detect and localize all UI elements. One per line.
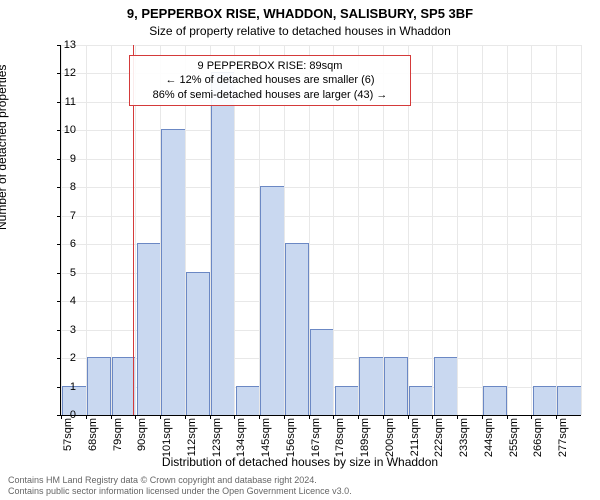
y-axis-label: Number of detached properties <box>0 65 9 230</box>
ytick-label: 10 <box>46 124 76 136</box>
gridline-v <box>457 45 458 415</box>
xtick-label: 101sqm <box>161 418 173 468</box>
histogram-bar <box>557 386 581 415</box>
histogram-bar <box>87 357 111 415</box>
gridline-v <box>507 45 508 415</box>
annotation-line: 9 PEPPERBOX RISE: 89sqm <box>136 59 404 73</box>
annotation-line: 86% of semi-detached houses are larger (… <box>136 88 404 102</box>
xtick-label: 255sqm <box>508 418 520 468</box>
histogram-bar <box>359 357 383 415</box>
histogram-bar <box>434 357 458 415</box>
histogram-bar <box>409 386 433 415</box>
footer-attribution: Contains HM Land Registry data © Crown c… <box>8 475 352 497</box>
ytick-label: 4 <box>46 295 76 307</box>
title-address: 9, PEPPERBOX RISE, WHADDON, SALISBURY, S… <box>0 6 600 21</box>
histogram-bar <box>533 386 557 415</box>
footer-line2: Contains public sector information licen… <box>8 486 352 497</box>
ytick-label: 11 <box>46 96 76 108</box>
xtick-label: 79sqm <box>112 418 124 468</box>
xtick-label: 57sqm <box>62 418 74 468</box>
xtick-label: 277sqm <box>557 418 569 468</box>
gridline-h <box>61 45 581 46</box>
gridline-h <box>61 187 581 188</box>
histogram-bar <box>384 357 408 415</box>
gridline-v <box>556 45 557 415</box>
xtick-label: 266sqm <box>532 418 544 468</box>
annotation-line: ← 12% of detached houses are smaller (6) <box>136 73 404 87</box>
ytick-label: 1 <box>46 381 76 393</box>
ytick-label: 12 <box>46 67 76 79</box>
histogram-bar <box>186 272 210 415</box>
histogram-bar <box>260 186 284 415</box>
xtick-label: 112sqm <box>186 418 198 468</box>
xtick-label: 123sqm <box>211 418 223 468</box>
xtick-label: 200sqm <box>384 418 396 468</box>
ytick-label: 8 <box>46 181 76 193</box>
chart-plot-area: 9 PEPPERBOX RISE: 89sqm← 12% of detached… <box>60 45 581 416</box>
histogram-bar <box>137 243 161 415</box>
histogram-bar <box>483 386 507 415</box>
gridline-h <box>61 159 581 160</box>
gridline-h <box>61 130 581 131</box>
xtick-label: 90sqm <box>136 418 148 468</box>
histogram-bar <box>236 386 260 415</box>
ytick-label: 6 <box>46 238 76 250</box>
annotation-box: 9 PEPPERBOX RISE: 89sqm← 12% of detached… <box>129 55 411 106</box>
gridline-h <box>61 216 581 217</box>
xtick-label: 145sqm <box>260 418 272 468</box>
histogram-bar <box>285 243 309 415</box>
ytick-label: 9 <box>46 153 76 165</box>
ytick-label: 5 <box>46 267 76 279</box>
histogram-bar <box>211 72 235 415</box>
xtick-label: 244sqm <box>483 418 495 468</box>
ytick-label: 3 <box>46 324 76 336</box>
xtick-label: 189sqm <box>359 418 371 468</box>
xtick-label: 156sqm <box>285 418 297 468</box>
gridline-v <box>531 45 532 415</box>
gridline-v <box>581 45 582 415</box>
footer-line1: Contains HM Land Registry data © Crown c… <box>8 475 352 486</box>
histogram-bar <box>335 386 359 415</box>
title-subtitle: Size of property relative to detached ho… <box>0 24 600 38</box>
xtick-label: 167sqm <box>310 418 322 468</box>
histogram-bar <box>310 329 334 415</box>
xtick-label: 68sqm <box>87 418 99 468</box>
xtick-label: 134sqm <box>235 418 247 468</box>
ytick-label: 7 <box>46 210 76 222</box>
histogram-bar <box>161 129 185 415</box>
xtick-label: 222sqm <box>433 418 445 468</box>
xtick-label: 178sqm <box>334 418 346 468</box>
gridline-v <box>482 45 483 415</box>
ytick-label: 13 <box>46 39 76 51</box>
xtick-label: 211sqm <box>409 418 421 468</box>
ytick-label: 2 <box>46 352 76 364</box>
xtick-label: 233sqm <box>458 418 470 468</box>
